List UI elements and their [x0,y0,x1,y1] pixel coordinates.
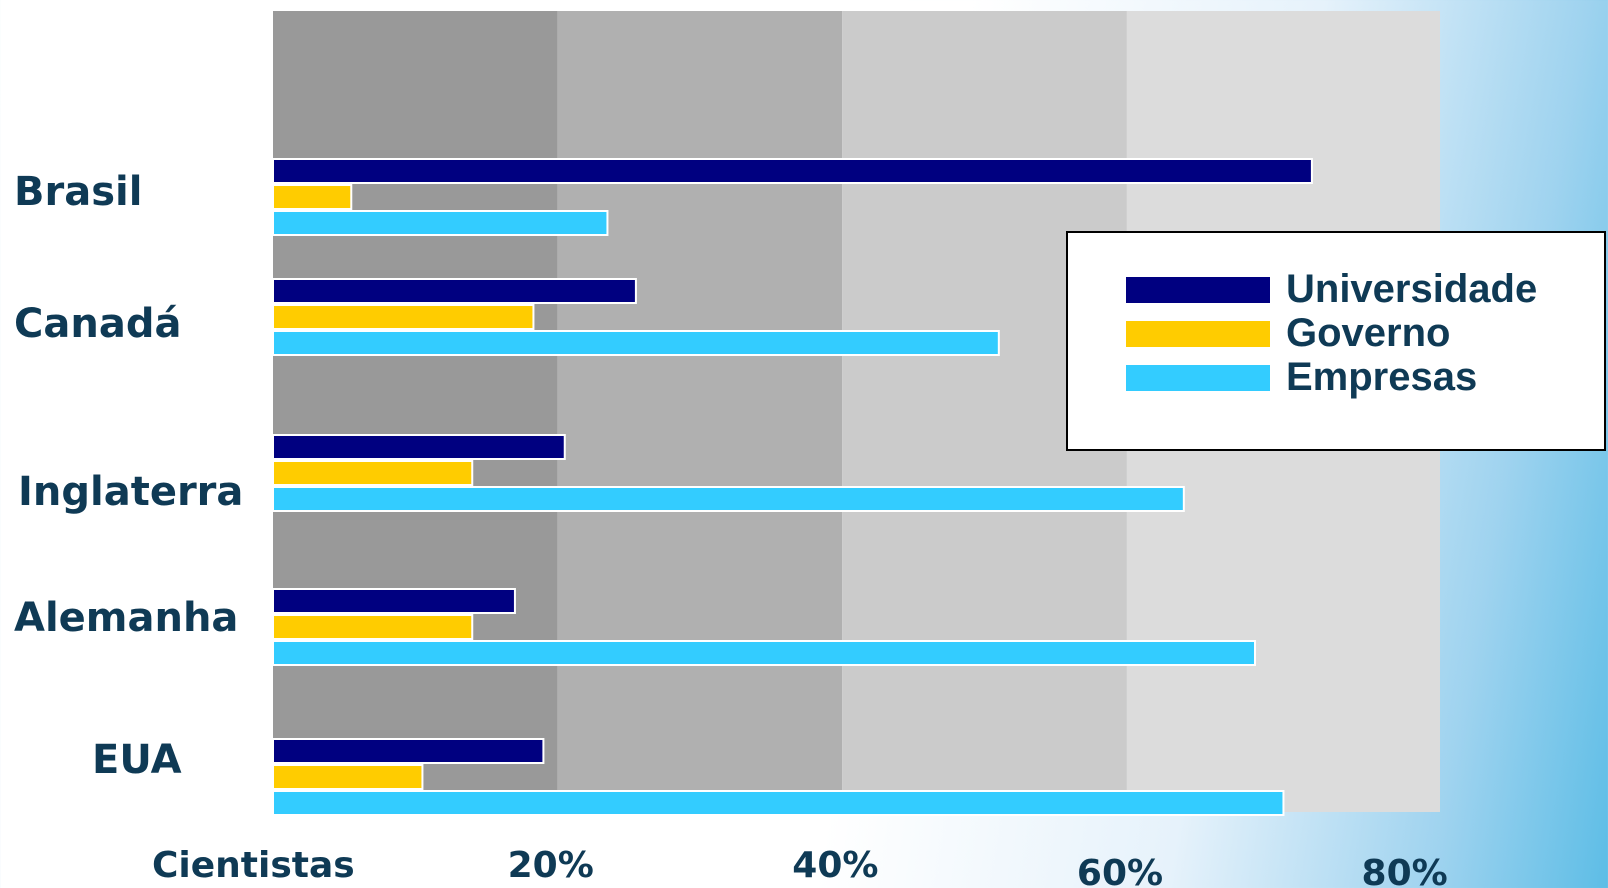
legend-label-empresas: Empresas [1286,355,1478,399]
bar-empresas-brasil [272,210,609,236]
bar-universidade-inglaterra [272,434,566,460]
bar-governo-inglaterra [272,460,474,486]
category-label: Inglaterra [18,469,244,515]
category-label: Brasil [14,169,143,215]
background-band [557,11,843,812]
bar-universidade-eua [272,738,545,764]
legend-swatch-universidade [1126,277,1270,303]
bar-empresas-eua [272,790,1285,816]
category-label: EUA [92,737,182,783]
x-tick-label: 40% [792,845,879,886]
legend-swatch-governo [1126,321,1270,347]
bar-universidade-canadá [272,278,637,304]
bar-empresas-canadá [272,330,1000,356]
bar-governo-eua [272,764,424,790]
bar-governo-alemanha [272,614,474,640]
legend-swatch-empresas [1126,365,1270,391]
legend-label-governo: Governo [1286,311,1451,355]
background-band [273,11,558,812]
bars [272,158,1313,816]
bar-governo-canadá [272,304,535,330]
bar-universidade-brasil [272,158,1313,184]
bar-empresas-alemanha [272,640,1256,666]
legend-label-universidade: Universidade [1286,267,1538,311]
legend: Universidade Governo Empresas [1066,231,1606,451]
bar-universidade-alemanha [272,588,516,614]
category-label: Alemanha [14,595,239,641]
x-tick-label: 60% [1076,853,1164,888]
x-tick-label: 80% [1361,853,1448,888]
bar-governo-brasil [272,184,353,210]
bar-empresas-inglaterra [272,486,1185,512]
x-axis-label: Cientistas [152,845,355,886]
category-label: Canadá [14,301,182,347]
x-tick-label: 20% [507,845,594,886]
